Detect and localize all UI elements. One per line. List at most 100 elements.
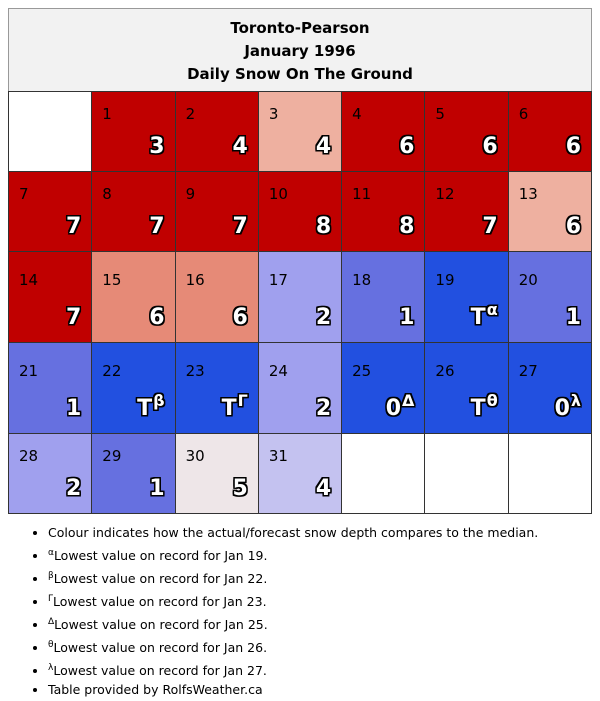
snow-depth-value: 2 bbox=[315, 396, 332, 421]
snow-depth-value: 7 bbox=[65, 305, 82, 330]
snow-depth-value: 6 bbox=[565, 134, 581, 159]
footnote-item: θLowest value on record for Jan 26. bbox=[48, 635, 592, 658]
snow-depth-value: 8 bbox=[399, 214, 415, 239]
day-number: 13 bbox=[518, 185, 538, 203]
day-cell: 24 2 bbox=[257, 342, 343, 434]
snow-depth-value: 8 bbox=[315, 214, 332, 239]
week-row: 14 7 15 6 16 6 17 2 18 1 19 Tα 20 1 bbox=[7, 251, 593, 343]
snow-depth-value: 2 bbox=[315, 305, 332, 330]
day-cell: 13 6 bbox=[507, 171, 593, 252]
snow-depth-value: 0Δ bbox=[385, 391, 415, 421]
day-cell: 27 0λ bbox=[507, 342, 593, 434]
footnote-text: Lowest value on record for Jan 27. bbox=[53, 663, 267, 678]
footnote-item: λLowest value on record for Jan 27. bbox=[48, 658, 592, 681]
day-number: 25 bbox=[352, 362, 372, 380]
footnote-marker: θ bbox=[486, 391, 498, 410]
footnotes-list: Colour indicates how the actual/forecast… bbox=[8, 522, 592, 699]
day-cell: 23 TΓ bbox=[174, 342, 259, 434]
footnote-item: Colour indicates how the actual/forecast… bbox=[48, 522, 592, 543]
empty-cell bbox=[424, 433, 509, 514]
footnote-item: ΔLowest value on record for Jan 25. bbox=[48, 612, 592, 635]
snow-depth-value: 6 bbox=[482, 134, 498, 159]
day-cell: 28 2 bbox=[7, 433, 93, 514]
snow-depth-value: 1 bbox=[65, 396, 82, 421]
day-number: 6 bbox=[518, 105, 529, 123]
day-cell: 26 Tθ bbox=[424, 342, 509, 434]
day-number: 4 bbox=[352, 105, 362, 123]
snow-depth-value: 6 bbox=[232, 305, 248, 330]
calendar-grid: 1 3 2 4 3 4 4 6 5 6 6 6 7 7 8 7 9 7 10 8 11 8 12 7 13 6 14 7 15 6 16 6 1… bbox=[7, 91, 593, 514]
footnote-item: Table provided by RolfsWeather.ca bbox=[48, 681, 592, 699]
day-cell: 19 Tα bbox=[424, 251, 509, 343]
week-row: 21 1 22 Tβ 23 TΓ 24 2 25 0Δ 26 Tθ 27 0λ bbox=[7, 342, 593, 434]
day-number: 14 bbox=[19, 271, 39, 289]
footnote-symbol: Δ bbox=[48, 617, 55, 627]
snow-depth-value: 5 bbox=[232, 476, 248, 501]
footnote-marker: λ bbox=[570, 391, 581, 410]
footnote-text: Colour indicates how the actual/forecast… bbox=[48, 525, 539, 540]
day-number: 29 bbox=[102, 447, 122, 465]
day-number: 8 bbox=[102, 185, 112, 203]
footnote-marker: Δ bbox=[402, 391, 415, 410]
day-cell: 15 6 bbox=[91, 251, 176, 343]
footnote-marker: α bbox=[486, 300, 498, 319]
empty-cell bbox=[507, 433, 593, 514]
footnote-item: βLowest value on record for Jan 22. bbox=[48, 566, 592, 589]
footnote-text: Lowest value on record for Jan 26. bbox=[53, 640, 268, 655]
snow-depth-value: 7 bbox=[149, 214, 165, 239]
snow-depth-value: 6 bbox=[149, 305, 165, 330]
day-number: 30 bbox=[185, 447, 205, 465]
day-number: 26 bbox=[435, 362, 455, 380]
day-number: 19 bbox=[435, 271, 455, 289]
day-number: 21 bbox=[19, 362, 39, 380]
footnote-text: Lowest value on record for Jan 19. bbox=[53, 548, 268, 563]
day-number: 31 bbox=[268, 447, 288, 465]
day-cell: 30 5 bbox=[174, 433, 259, 514]
footnote-text: Lowest value on record for Jan 23. bbox=[53, 594, 267, 609]
footnote-symbol: α bbox=[48, 548, 54, 558]
day-number: 28 bbox=[19, 447, 39, 465]
day-cell: 16 6 bbox=[174, 251, 259, 343]
footnote-symbol: λ bbox=[48, 663, 54, 673]
day-cell: 18 1 bbox=[341, 251, 426, 343]
day-cell: 11 8 bbox=[341, 171, 426, 252]
snow-depth-value: 3 bbox=[149, 134, 165, 159]
snow-depth-value: 1 bbox=[149, 476, 165, 501]
calendar-container: Toronto-Pearson January 1996 Daily Snow … bbox=[7, 8, 593, 514]
snow-depth-value: 7 bbox=[65, 214, 82, 239]
day-number: 10 bbox=[268, 185, 288, 203]
day-number: 11 bbox=[352, 185, 372, 203]
day-number: 24 bbox=[268, 362, 288, 380]
snow-depth-value: 6 bbox=[565, 214, 581, 239]
snow-depth-value: Tα bbox=[470, 300, 498, 330]
day-cell: 31 4 bbox=[257, 433, 343, 514]
day-number: 12 bbox=[435, 185, 455, 203]
snow-depth-value: 4 bbox=[315, 476, 332, 501]
snow-depth-value: 7 bbox=[232, 214, 248, 239]
footnote-symbol: β bbox=[48, 571, 54, 581]
snow-depth-value: 2 bbox=[65, 476, 82, 501]
day-number: 1 bbox=[102, 105, 112, 123]
footnote-item: αLowest value on record for Jan 19. bbox=[48, 543, 592, 566]
day-number: 16 bbox=[185, 271, 205, 289]
empty-cell bbox=[7, 91, 93, 172]
snow-depth-value: 6 bbox=[399, 134, 415, 159]
day-cell: 17 2 bbox=[257, 251, 343, 343]
footnote-item: ΓLowest value on record for Jan 23. bbox=[48, 589, 592, 612]
period-title: January 1996 bbox=[244, 42, 356, 60]
calendar-header: Toronto-Pearson January 1996 Daily Snow … bbox=[8, 8, 592, 91]
day-cell: 29 1 bbox=[91, 433, 176, 514]
footnote-text: Table provided by RolfsWeather.ca bbox=[48, 682, 263, 697]
station-title: Toronto-Pearson bbox=[230, 19, 370, 37]
day-number: 9 bbox=[185, 185, 196, 203]
metric-title: Daily Snow On The Ground bbox=[187, 65, 413, 83]
day-number: 15 bbox=[102, 271, 122, 289]
snow-depth-value: 4 bbox=[315, 134, 332, 159]
